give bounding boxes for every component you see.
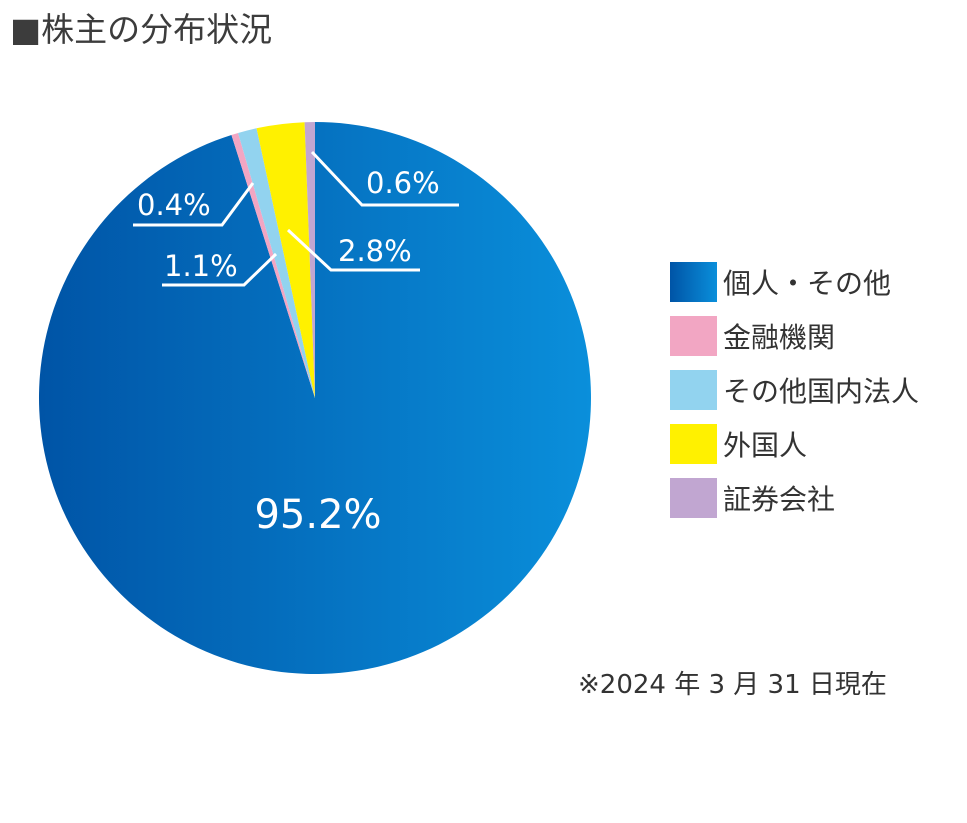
leader-line — [133, 182, 255, 227]
data-label: 0.6% — [366, 166, 440, 200]
legend-swatch — [670, 478, 717, 518]
leader-line — [286, 228, 420, 272]
pie-slices — [38, 122, 591, 675]
legend-item-financial: 金融機関 — [670, 316, 960, 356]
pie-slice — [304, 122, 315, 398]
legend-item-foreign: 外国人 — [670, 424, 960, 464]
legend-swatch — [670, 370, 717, 410]
legend-item-other-domestic: その他国内法人 — [670, 370, 960, 410]
pie-slice — [256, 122, 315, 398]
leader-lines — [133, 150, 459, 287]
legend-label: 証券会社 — [723, 483, 836, 516]
legend-label: その他国内法人 — [723, 375, 920, 408]
data-label: 95.2% — [254, 492, 381, 538]
legend-label: 金融機関 — [723, 321, 836, 354]
data-label: 1.1% — [164, 249, 238, 283]
pie-slice — [238, 128, 315, 398]
data-labels: 95.2% 0.6% 2.8% 0.4% 1.1% — [137, 166, 440, 538]
legend-label: 外国人 — [723, 429, 808, 462]
legend-item-securities: 証券会社 — [670, 478, 960, 518]
legend-item-individual: 個人・その他 — [670, 262, 960, 302]
legend-swatch — [670, 316, 717, 356]
data-label: 0.4% — [137, 188, 211, 222]
leader-line — [162, 252, 278, 287]
chart-title: ■株主の分布状況 — [10, 10, 273, 49]
legend-label: 個人・その他 — [723, 267, 892, 300]
footnote: ※2024 年 3 月 31 日現在 — [578, 670, 887, 700]
pie-slice — [38, 122, 591, 675]
legend-swatch — [670, 424, 717, 464]
legend: 個人・その他 金融機関 その他国内法人 外国人 証券会社 — [670, 262, 960, 532]
legend-swatch — [670, 262, 717, 302]
leader-line — [310, 150, 459, 207]
data-label: 2.8% — [338, 234, 412, 268]
pie-slice — [231, 132, 315, 398]
